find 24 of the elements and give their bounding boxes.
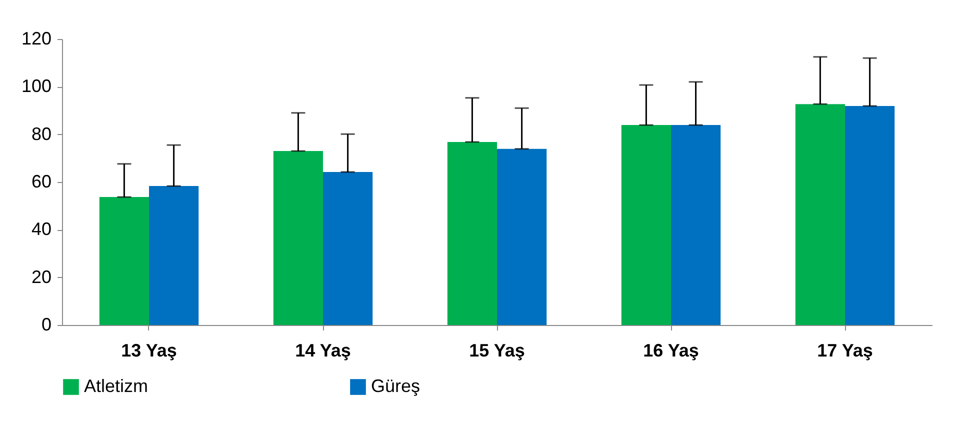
x-tick-label: 13 Yaş (121, 340, 177, 360)
y-tick-label: 20 (31, 266, 52, 287)
legend-label: Güreş (371, 376, 420, 396)
bar (323, 172, 373, 325)
bar (149, 186, 199, 325)
x-tick-label: 17 Yaş (817, 340, 873, 360)
bar (273, 151, 323, 325)
bar (621, 125, 671, 325)
x-tick-label: 16 Yaş (643, 340, 699, 360)
bar (845, 106, 895, 325)
y-tick-label: 120 (21, 28, 52, 48)
x-tick-label: 14 Yaş (295, 340, 351, 360)
bar (447, 142, 497, 325)
y-tick-label: 100 (21, 76, 52, 96)
legend-label: Atletizm (84, 376, 148, 396)
bar (99, 197, 149, 325)
bar (795, 104, 845, 325)
y-tick-label: 60 (31, 172, 52, 192)
x-tick-label: 15 Yaş (469, 340, 525, 360)
bar (497, 148, 547, 325)
y-tick-label: 80 (31, 124, 52, 144)
y-tick-label: 40 (31, 219, 52, 240)
y-tick-label: 0 (41, 314, 52, 334)
bar (671, 125, 721, 325)
